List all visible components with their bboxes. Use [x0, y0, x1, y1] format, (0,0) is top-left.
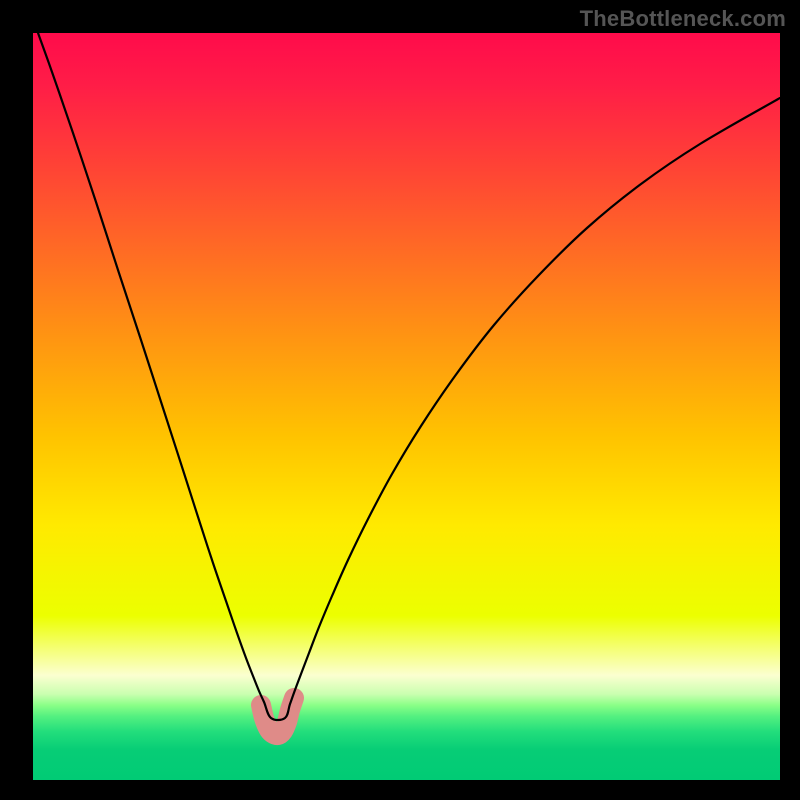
- chart-area: [33, 33, 780, 780]
- gradient-background: [33, 33, 780, 780]
- watermark: TheBottleneck.com: [580, 6, 786, 32]
